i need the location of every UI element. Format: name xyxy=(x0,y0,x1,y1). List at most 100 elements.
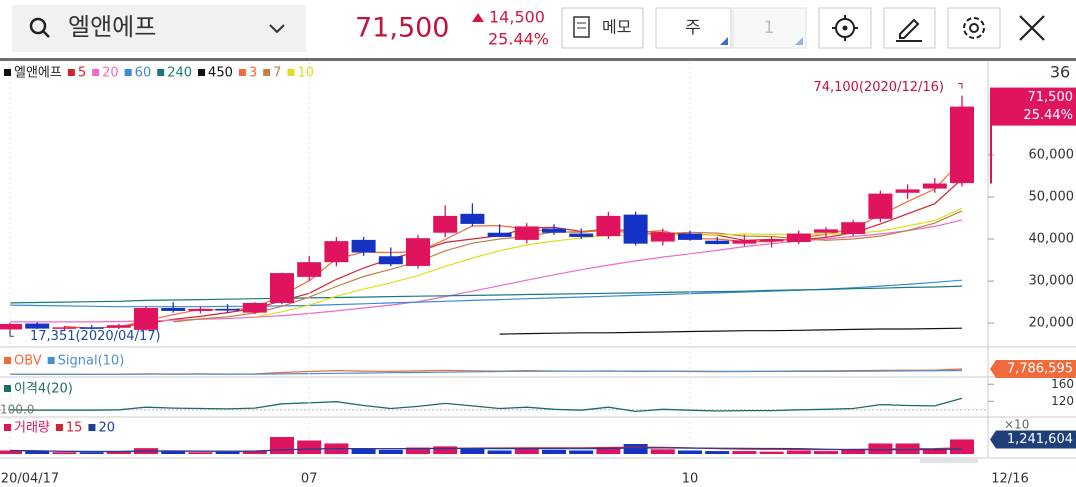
candle-body xyxy=(106,325,131,328)
count-label[interactable]: 1 xyxy=(764,18,775,38)
y-tick-label: 50,000 xyxy=(1029,189,1075,204)
legend-label: 450 xyxy=(208,66,233,81)
close-icon[interactable] xyxy=(1019,15,1045,41)
volume-bar xyxy=(922,449,947,454)
legend-label: OBV xyxy=(14,354,42,369)
obv-value-box xyxy=(990,359,1076,378)
period-button[interactable] xyxy=(655,7,732,49)
high-annotation: 74,100(2020/12/16) xyxy=(813,80,944,95)
candle-body xyxy=(351,239,376,253)
legend-swatch xyxy=(157,69,165,76)
indicator-line xyxy=(499,327,963,335)
legend-label: 240 xyxy=(167,66,192,81)
legend-label: 5 xyxy=(78,66,86,81)
cursor-date: 12/16 xyxy=(991,472,1028,487)
legend-label: 15 xyxy=(66,421,83,436)
volume-bar xyxy=(25,451,50,454)
scrollbar[interactable] xyxy=(920,458,978,463)
volume-bar xyxy=(705,451,730,454)
volume-bar xyxy=(623,444,648,454)
legend-label: 이격4(20) xyxy=(14,382,73,397)
dropdown-chevron[interactable] xyxy=(269,24,285,34)
volume-bar xyxy=(460,448,485,454)
legend-label: 7 xyxy=(273,66,281,81)
candle-body xyxy=(732,240,757,244)
volume-bar xyxy=(814,451,838,454)
candle-body xyxy=(25,323,50,329)
candle-body xyxy=(378,256,403,265)
indicator-line xyxy=(9,397,963,413)
volume-bar xyxy=(106,451,131,454)
volume-bar xyxy=(950,439,974,454)
legend-swatch xyxy=(198,69,206,76)
volume-bar xyxy=(378,449,403,454)
volume-bar xyxy=(52,452,77,454)
memo-button[interactable] xyxy=(561,7,644,49)
candle-body xyxy=(786,233,811,242)
x-tick-label: 07 xyxy=(301,472,318,487)
last-price-label: 71,500 xyxy=(1028,90,1074,105)
search-icon-handle xyxy=(42,30,50,38)
candle-body xyxy=(922,183,947,189)
legend-label: 60 xyxy=(135,66,152,81)
volume-bar xyxy=(678,450,702,454)
legend-swatch xyxy=(67,69,75,76)
candle-body xyxy=(188,308,213,311)
candle-body xyxy=(487,232,512,237)
visible-count: 36 xyxy=(1050,63,1070,82)
volume-bar xyxy=(79,452,104,454)
gear-center xyxy=(969,23,979,33)
volume-bar xyxy=(650,449,675,454)
volume-bar xyxy=(270,437,294,454)
period-label[interactable]: 주 xyxy=(685,18,701,38)
candle-body xyxy=(950,106,974,184)
count-button[interactable] xyxy=(732,7,807,49)
candle-body xyxy=(514,226,539,240)
candle-body xyxy=(215,308,240,311)
indicator-line xyxy=(64,159,963,329)
count-corner xyxy=(795,37,803,45)
search-box[interactable] xyxy=(12,5,306,52)
candle-body xyxy=(759,239,784,242)
legend-label: 엘앤에프 xyxy=(14,66,62,81)
y-tick-label: 120 xyxy=(1051,394,1074,408)
crosshair-lines xyxy=(832,15,858,41)
search-text[interactable]: 엘앤에프 xyxy=(68,13,156,41)
candle-body xyxy=(134,307,158,330)
volume-bar xyxy=(161,451,186,454)
high-pointer xyxy=(958,83,963,89)
volume-bar xyxy=(786,450,811,454)
volume-bar xyxy=(215,451,240,454)
legend-swatch xyxy=(287,69,295,76)
candle-body xyxy=(242,302,267,313)
candle-layer xyxy=(0,95,974,454)
candle-body xyxy=(895,189,920,193)
legend-swatch xyxy=(47,357,55,364)
legend-label: 거래량 xyxy=(14,421,50,436)
legend-swatch xyxy=(124,69,132,76)
candle-body xyxy=(569,233,594,237)
legend-label: Signal(10) xyxy=(58,354,125,369)
volume-bar xyxy=(596,448,621,454)
header: 엘앤에프 71,500 14,500 25.44% 메모 주 1 xyxy=(0,5,1076,61)
volume-value-box xyxy=(990,430,1076,449)
candle-body xyxy=(460,213,485,224)
legend-label: 3 xyxy=(249,66,257,81)
volume-bar xyxy=(841,449,866,454)
candle-body xyxy=(705,240,730,245)
y-tick-label: 160 xyxy=(1051,377,1074,391)
low-annotation: 17,351(2020/04/17) xyxy=(30,329,161,344)
y-tick-label: 20,000 xyxy=(1029,316,1075,331)
candle-body xyxy=(270,273,294,303)
candle-body xyxy=(623,214,648,244)
label-layer: 20,000 30,000 40,000 50,000 60,000 엘앤에프 5 20 60 2… xyxy=(0,66,1076,487)
baseline-label: 100.0 xyxy=(0,402,34,416)
indicator-line xyxy=(9,447,963,453)
memo-label[interactable]: 메모 xyxy=(602,18,631,37)
indicator-line xyxy=(9,285,963,304)
volume-bar xyxy=(487,450,512,454)
settings-button[interactable] xyxy=(947,7,1001,49)
last-change-label: 25.44% xyxy=(1023,108,1073,123)
price-change-pct: 25.44% xyxy=(488,30,549,49)
volume-scale: ×10 xyxy=(1004,418,1029,432)
